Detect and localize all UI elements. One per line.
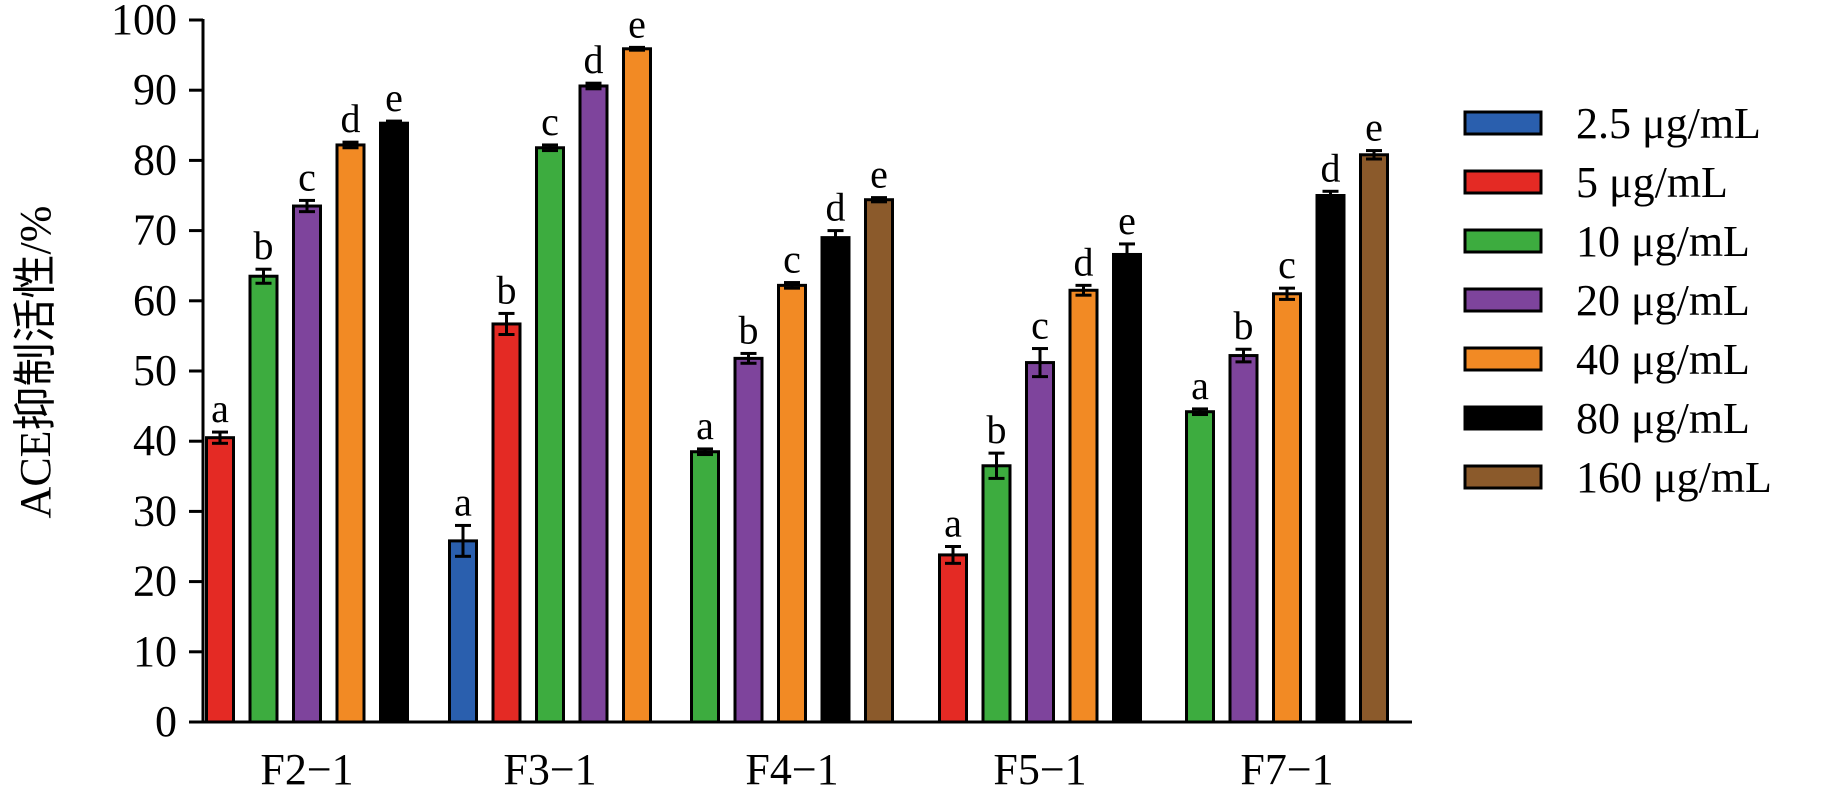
y-tick-label: 30: [133, 486, 177, 535]
y-tick-label: 20: [133, 557, 177, 606]
significance-letter: d: [1321, 145, 1341, 190]
y-tick-label: 40: [133, 416, 177, 465]
bar: [1272, 292, 1302, 724]
significance-letter: c: [298, 154, 316, 199]
significance-letter: e: [1118, 198, 1136, 243]
bar: [1068, 288, 1099, 724]
x-category-label: F3−1: [503, 745, 596, 787]
x-category-label: F2−1: [260, 745, 353, 787]
significance-letter: c: [1031, 303, 1049, 348]
significance-letter: e: [385, 75, 403, 120]
legend-swatch: [1463, 346, 1543, 372]
y-tick-label: 10: [133, 627, 177, 676]
bar: [535, 146, 565, 724]
y-axis-title: ACE抑制活性/%: [11, 206, 60, 519]
significance-letter: a: [696, 403, 714, 448]
legend-swatch: [1463, 405, 1543, 431]
bar: [864, 198, 894, 724]
legend-label: 20 μg/mL: [1576, 276, 1750, 325]
legend-label: 40 μg/mL: [1576, 335, 1750, 384]
bar: [981, 464, 1012, 724]
y-tick-label: 100: [111, 0, 177, 44]
legend-label: 2.5 μg/mL: [1576, 99, 1761, 148]
significance-letter: b: [254, 223, 274, 268]
legend-swatch: [1463, 169, 1543, 195]
bar: [448, 539, 478, 724]
significance-letter: a: [454, 479, 472, 524]
y-tick-label: 90: [133, 65, 177, 114]
significance-letter: e: [1365, 105, 1383, 150]
bar: [1315, 194, 1346, 724]
legend-label: 10 μg/mL: [1576, 217, 1750, 266]
bar: [733, 356, 764, 724]
bar: [578, 84, 609, 724]
x-category-label: F5−1: [993, 745, 1086, 787]
significance-letter: d: [1074, 239, 1094, 284]
bar: [1025, 361, 1055, 724]
bar: [205, 436, 235, 724]
bar: [820, 236, 851, 724]
significance-letter: d: [584, 37, 604, 82]
bar: [1359, 153, 1389, 724]
bar: [335, 143, 366, 724]
bar: [690, 450, 720, 724]
x-category-label: F7−1: [1240, 745, 1333, 787]
legend-swatch: [1463, 464, 1543, 490]
bar: [491, 322, 522, 724]
legend-label: 80 μg/mL: [1576, 394, 1750, 443]
significance-letter: e: [628, 1, 646, 46]
bar: [292, 204, 322, 724]
legend: 2.5 μg/mL 5 μg/mL 10 μg/mL 20 μg/mL 40 μg/mL…: [1463, 99, 1772, 502]
significance-letter: a: [944, 501, 962, 546]
bar: [1228, 354, 1259, 724]
bar: [622, 47, 652, 724]
legend-label: 5 μg/mL: [1576, 158, 1728, 207]
significance-letter: c: [1278, 242, 1296, 287]
significance-letter: d: [826, 185, 846, 230]
x-category-label: F4−1: [745, 745, 838, 787]
y-tick-label: 50: [133, 346, 177, 395]
bar: [777, 283, 807, 724]
axes: 0 10 20 30 40 50 60 70 80 90 100 F2−1 F3−1 F4−1 F5−1 F7…: [111, 0, 1412, 787]
y-tick-label: 80: [133, 135, 177, 184]
significance-letter: b: [987, 407, 1007, 452]
significance-letter: d: [341, 96, 361, 141]
significance-letter: b: [497, 267, 517, 312]
significance-letter: e: [870, 152, 888, 197]
legend-label: 160 μg/mL: [1576, 453, 1772, 502]
significance-letter: a: [211, 386, 229, 431]
significance-letter: b: [739, 307, 759, 352]
significance-letter: c: [783, 237, 801, 282]
bar: [248, 274, 279, 724]
bar: [938, 553, 968, 724]
y-tick-label: 70: [133, 206, 177, 255]
legend-swatch: [1463, 228, 1543, 254]
significance-letter: b: [1234, 303, 1254, 348]
bar: [379, 121, 409, 724]
bar: [1185, 410, 1215, 724]
bar: [1112, 252, 1142, 724]
legend-swatch: [1463, 287, 1543, 313]
significance-letter: a: [1191, 363, 1209, 408]
y-tick-label: 0: [155, 697, 177, 746]
legend-swatch: [1463, 110, 1543, 136]
y-tick-label: 60: [133, 276, 177, 325]
significance-letter: c: [541, 99, 559, 144]
